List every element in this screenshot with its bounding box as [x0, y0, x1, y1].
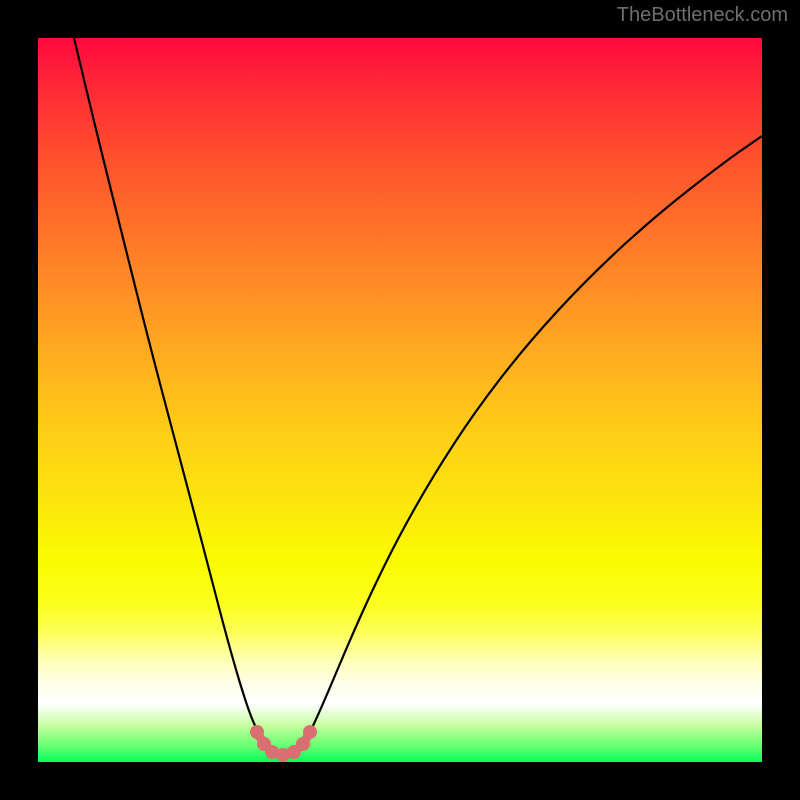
curve-left: [74, 38, 261, 738]
chart-svg: [38, 38, 762, 762]
curve-right: [307, 136, 762, 738]
watermark: TheBottleneck.com: [617, 4, 788, 27]
valley-dot: [250, 725, 264, 739]
valley-markers: [250, 725, 317, 762]
valley-dot: [296, 737, 310, 751]
plot-area: [38, 38, 762, 762]
valley-dot: [303, 725, 317, 739]
